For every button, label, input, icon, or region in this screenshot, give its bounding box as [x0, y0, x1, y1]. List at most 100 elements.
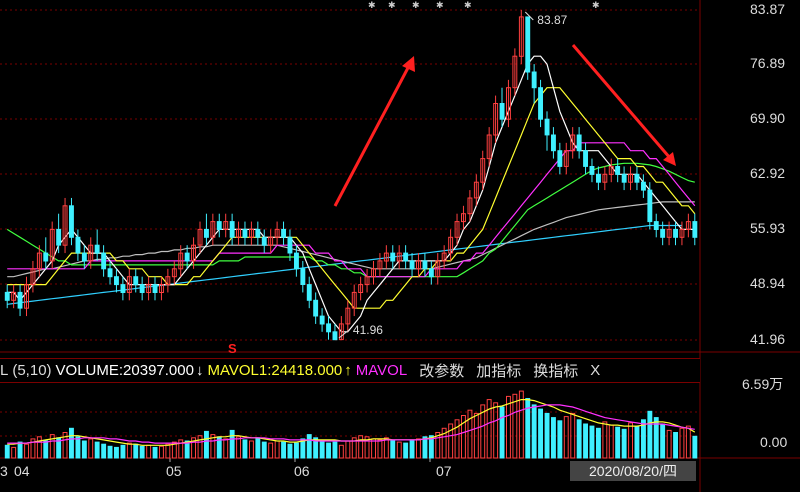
candle[interactable]	[223, 213, 229, 238]
candle[interactable]	[448, 229, 454, 261]
candle[interactable]	[62, 197, 68, 254]
candle[interactable]	[191, 237, 197, 269]
candle[interactable]	[332, 323, 338, 341]
candle[interactable]	[165, 268, 171, 293]
candle[interactable]	[653, 213, 659, 238]
candle[interactable]	[531, 64, 537, 104]
candle[interactable]	[608, 158, 614, 183]
volume-bars[interactable]	[4, 390, 698, 459]
candle[interactable]	[216, 213, 222, 238]
candle[interactable]	[641, 174, 646, 198]
candle[interactable]	[30, 260, 36, 293]
candle[interactable]	[146, 276, 152, 301]
candle[interactable]	[634, 166, 640, 191]
candle[interactable]	[171, 260, 177, 285]
candle[interactable]	[326, 316, 332, 340]
candle[interactable]	[525, 16, 531, 80]
candle[interactable]	[294, 245, 299, 277]
candle[interactable]	[236, 221, 242, 246]
candle[interactable]	[557, 142, 563, 175]
candle[interactable]	[75, 229, 81, 261]
candle[interactable]	[242, 221, 248, 246]
candle[interactable]	[358, 276, 364, 301]
candle[interactable]	[351, 284, 357, 317]
candle[interactable]	[255, 221, 261, 246]
candle[interactable]	[435, 253, 441, 285]
candle[interactable]	[261, 229, 267, 254]
candle[interactable]	[313, 292, 319, 324]
candle[interactable]	[300, 260, 306, 293]
candle[interactable]	[493, 95, 499, 143]
candle[interactable]	[101, 245, 107, 277]
candle[interactable]	[615, 158, 621, 183]
candle[interactable]	[274, 221, 280, 246]
candle[interactable]	[69, 197, 74, 246]
candle[interactable]	[518, 10, 524, 65]
candle[interactable]	[563, 142, 569, 175]
candle[interactable]	[602, 166, 608, 191]
close-indicator-button[interactable]: X	[590, 362, 601, 379]
candle[interactable]	[178, 245, 184, 277]
candle[interactable]	[409, 253, 415, 277]
candle[interactable]	[583, 142, 588, 175]
candle[interactable]	[268, 229, 274, 254]
candle[interactable]	[306, 276, 312, 309]
candle[interactable]	[287, 229, 293, 261]
candle[interactable]	[11, 284, 17, 309]
candle[interactable]	[204, 213, 209, 246]
candle[interactable]	[403, 245, 409, 269]
candle[interactable]	[647, 182, 653, 230]
candle[interactable]	[377, 253, 383, 277]
candle[interactable]	[36, 245, 42, 277]
candle[interactable]	[88, 237, 94, 269]
candle[interactable]	[416, 253, 421, 277]
candle[interactable]	[596, 166, 601, 191]
candlestick-series[interactable]	[4, 10, 698, 341]
candle[interactable]	[660, 221, 666, 246]
candle[interactable]	[461, 205, 466, 230]
candle[interactable]	[159, 276, 164, 301]
candle[interactable]	[544, 111, 550, 151]
candle[interactable]	[685, 213, 691, 238]
candle[interactable]	[126, 268, 132, 301]
candle[interactable]	[371, 260, 377, 285]
candle[interactable]	[454, 213, 460, 246]
candle[interactable]	[673, 221, 678, 246]
candle[interactable]	[428, 260, 434, 285]
candle[interactable]	[120, 276, 126, 301]
modify-params-button[interactable]: 改参数	[419, 363, 465, 380]
candle[interactable]	[506, 79, 511, 128]
candle[interactable]	[364, 268, 370, 293]
candle[interactable]	[390, 245, 396, 269]
candle[interactable]	[486, 127, 492, 167]
candle[interactable]	[666, 221, 672, 246]
candle[interactable]	[473, 174, 479, 206]
candle[interactable]	[43, 237, 49, 269]
add-indicator-button[interactable]: 加指标	[476, 363, 522, 380]
candle[interactable]	[345, 300, 351, 332]
candle[interactable]	[210, 213, 216, 246]
candle[interactable]	[512, 48, 518, 96]
candle[interactable]	[679, 221, 685, 246]
candle[interactable]	[570, 127, 576, 159]
candle[interactable]	[94, 229, 100, 261]
candle[interactable]	[4, 284, 10, 309]
candle[interactable]	[139, 276, 145, 301]
candle[interactable]	[499, 87, 505, 128]
candle[interactable]	[480, 150, 486, 191]
candle[interactable]	[49, 221, 55, 269]
candle[interactable]	[197, 221, 203, 254]
candle[interactable]	[422, 253, 428, 277]
candle[interactable]	[396, 245, 402, 269]
candle[interactable]	[81, 245, 87, 269]
candle[interactable]	[152, 276, 158, 301]
candle[interactable]	[184, 245, 190, 269]
candle[interactable]	[56, 213, 62, 254]
candle[interactable]	[538, 79, 543, 128]
candle[interactable]	[621, 166, 627, 191]
candle[interactable]	[628, 166, 633, 191]
candle[interactable]	[551, 127, 556, 159]
candle[interactable]	[24, 276, 30, 317]
candle[interactable]	[576, 127, 582, 159]
